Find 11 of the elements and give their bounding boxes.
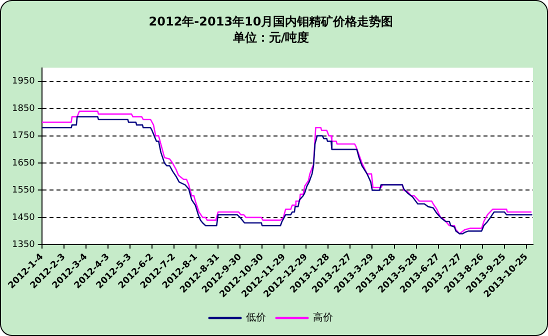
y-tick-label: 1350 bbox=[12, 240, 36, 250]
chart-subtitle: 单位：元/吨度 bbox=[232, 30, 310, 45]
y-tick-label: 1850 bbox=[12, 104, 36, 114]
y-tick-label: 1750 bbox=[12, 131, 36, 142]
legend-label: 低价 bbox=[246, 312, 266, 324]
legend-label: 高价 bbox=[313, 312, 333, 324]
y-tick-label: 1550 bbox=[12, 186, 36, 196]
y-tick-label: 1950 bbox=[12, 76, 36, 87]
y-tick-label: 1450 bbox=[12, 212, 36, 223]
y-tick-label: 1650 bbox=[12, 158, 36, 168]
chart-title: 2012年-2013年10月国内钼精矿价格走势图 bbox=[148, 14, 394, 28]
